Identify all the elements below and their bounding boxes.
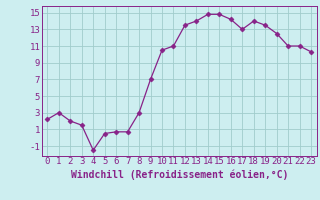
X-axis label: Windchill (Refroidissement éolien,°C): Windchill (Refroidissement éolien,°C) [70,169,288,180]
